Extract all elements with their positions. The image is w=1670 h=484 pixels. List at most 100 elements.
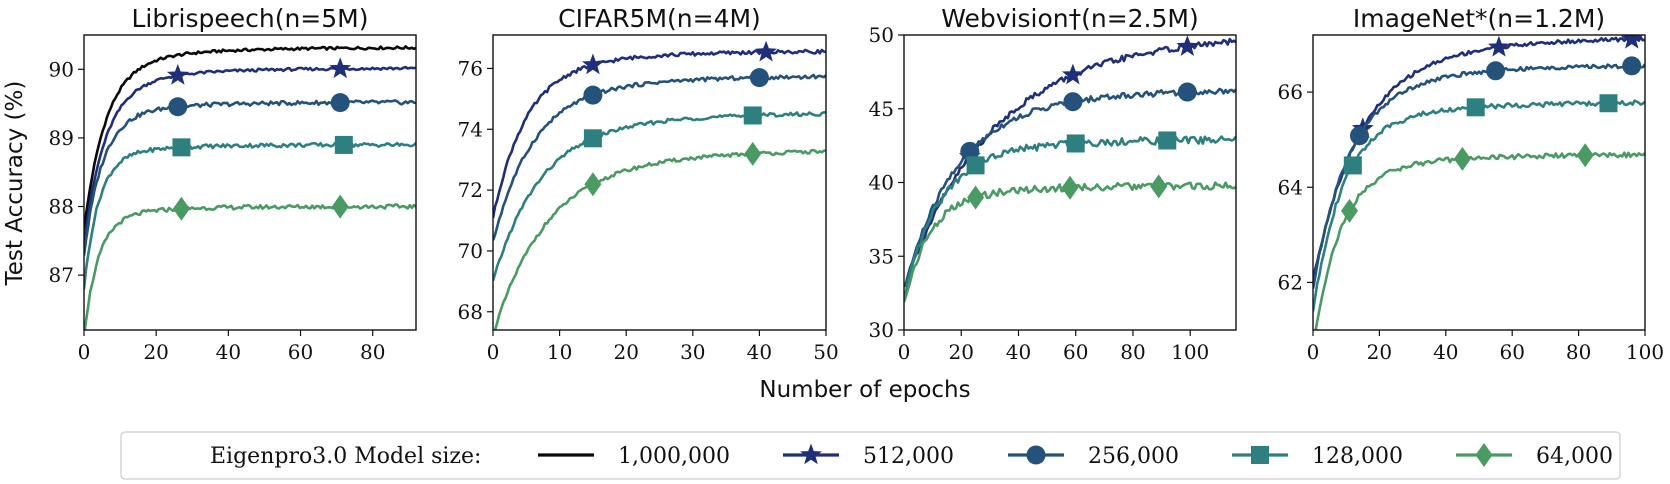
legend-swatch-star (800, 443, 822, 465)
series-marker-diamond (967, 185, 985, 210)
panel-1: Librispeech(n=5M) 0 20 40 60 80 87 88 89 90 (49, 4, 417, 364)
y-tick-label: 50 (869, 23, 894, 47)
series-marker-star (582, 53, 604, 75)
series-line-none (84, 45, 416, 231)
series-marker-circle (1622, 56, 1642, 76)
series-marker-circle (1063, 92, 1083, 112)
legend-box (120, 431, 1621, 480)
series-marker-circle (960, 141, 980, 161)
panel-2: CIFAR5M(n=4M) 0 10 20 30 40 50 68 70 72 74 76 (458, 4, 839, 364)
plot-frame (83, 34, 417, 331)
x-tick-label: 0 (898, 340, 911, 364)
series-marker-diamond (1341, 198, 1358, 223)
x-tick-label: 20 (949, 340, 974, 364)
y-tick-label: 64 (1278, 175, 1303, 199)
series-marker-diamond (172, 196, 190, 221)
y-tick-label: 30 (869, 318, 894, 342)
x-tick-label: 100 (1626, 340, 1664, 364)
series-line-circle (84, 99, 416, 256)
series-marker-circle (168, 97, 188, 117)
y-tick-label: 35 (869, 244, 894, 268)
y-tick-label: 62 (1278, 270, 1303, 294)
x-tick-label: 0 (1307, 340, 1320, 364)
legend-swatch-diamond (1475, 443, 1493, 467)
series-marker-diamond (331, 194, 349, 219)
y-tick-label: 72 (458, 178, 483, 202)
x-tick-label: 0 (487, 340, 500, 364)
y-tick-label: 76 (458, 56, 483, 80)
legend-title: Eigenpro3.0 Model size: (210, 444, 481, 469)
x-tick-label: 10 (547, 340, 572, 364)
panel-4: ImageNet*(n=1.2M) 0 20 40 60 80 100 62 64 66 (1278, 4, 1665, 364)
series-marker-circle (749, 68, 769, 88)
series-line-diamond (904, 181, 1236, 303)
series-marker-star (166, 63, 189, 85)
series-marker-star (329, 57, 352, 79)
x-tick-label: 40 (747, 340, 772, 364)
legend-label: 128,000 (1312, 444, 1403, 469)
y-tick-label: 68 (458, 300, 483, 324)
y-tick-label: 74 (458, 117, 483, 141)
x-tick-label: 50 (813, 340, 838, 364)
x-tick-label: 80 (1120, 340, 1145, 364)
series-group (904, 35, 1236, 303)
x-tick-label: 20 (143, 340, 168, 364)
series-line-diamond (1314, 151, 1645, 330)
x-tick-label: 20 (613, 340, 638, 364)
y-tick-label: 66 (1278, 80, 1303, 104)
plot-frame (1312, 34, 1646, 331)
series-marker-circle (330, 93, 350, 113)
series-marker-square (1466, 98, 1485, 117)
series-marker-circle (1486, 61, 1506, 81)
x-tick-label: 80 (360, 340, 385, 364)
legend-label: 256,000 (1088, 444, 1179, 469)
x-tick-label: 40 (1006, 340, 1031, 364)
series-line-square (493, 111, 826, 282)
series-marker-diamond (584, 172, 602, 197)
legend-label: 1,000,000 (618, 444, 730, 469)
series-group (1313, 35, 1645, 330)
series-marker-square (1599, 94, 1618, 113)
x-tick-label: 100 (1171, 340, 1209, 364)
series-marker-square (334, 135, 353, 154)
y-tick-label: 87 (49, 263, 74, 287)
y-tick-label: 70 (458, 239, 483, 263)
series-line-diamond (493, 148, 826, 330)
series-marker-circle (1177, 82, 1197, 102)
panel-title: Webvision†(n=2.5M) (941, 4, 1198, 33)
legend: Eigenpro3.0 Model size: 1,000,000 512,000 2… (120, 431, 1621, 480)
legend-swatch-square (1251, 446, 1269, 464)
legend-label: 64,000 (1536, 444, 1613, 469)
panel-3: Webvision†(n=2.5M) 0 20 40 60 80 100 30 35 40 45 50 (869, 4, 1237, 364)
plot-frame (492, 34, 827, 331)
x-tick-label: 40 (216, 340, 241, 364)
series-line-circle (1313, 63, 1645, 289)
series-marker-square (966, 156, 985, 175)
x-tick-label: 40 (1433, 340, 1458, 364)
x-axis-label: Number of epochs (759, 377, 970, 403)
series-marker-square (1066, 134, 1085, 153)
y-tick-label: 89 (49, 126, 74, 150)
series-marker-square (1158, 131, 1177, 150)
y-tick-label: 40 (869, 171, 894, 195)
series-line-circle (493, 73, 826, 241)
series-marker-diamond (1150, 174, 1168, 199)
series-marker-star (1620, 35, 1643, 49)
series-marker-square (743, 106, 762, 125)
x-tick-label: 60 (288, 340, 313, 364)
series-line-star (84, 65, 416, 245)
y-tick-label: 45 (869, 97, 894, 121)
series-marker-circle (1349, 126, 1369, 146)
series-marker-star (755, 40, 777, 62)
series-line-star (493, 48, 826, 219)
legend-swatch-circle (1026, 445, 1046, 465)
panel-title: CIFAR5M(n=4M) (558, 4, 761, 33)
x-tick-label: 0 (78, 340, 91, 364)
x-tick-label: 60 (1063, 340, 1088, 364)
series-marker-square (172, 138, 191, 157)
series-line-diamond (84, 203, 416, 330)
legend-label: 512,000 (863, 444, 954, 469)
series-line-square (904, 135, 1236, 300)
panel-title: Librispeech(n=5M) (132, 4, 369, 33)
